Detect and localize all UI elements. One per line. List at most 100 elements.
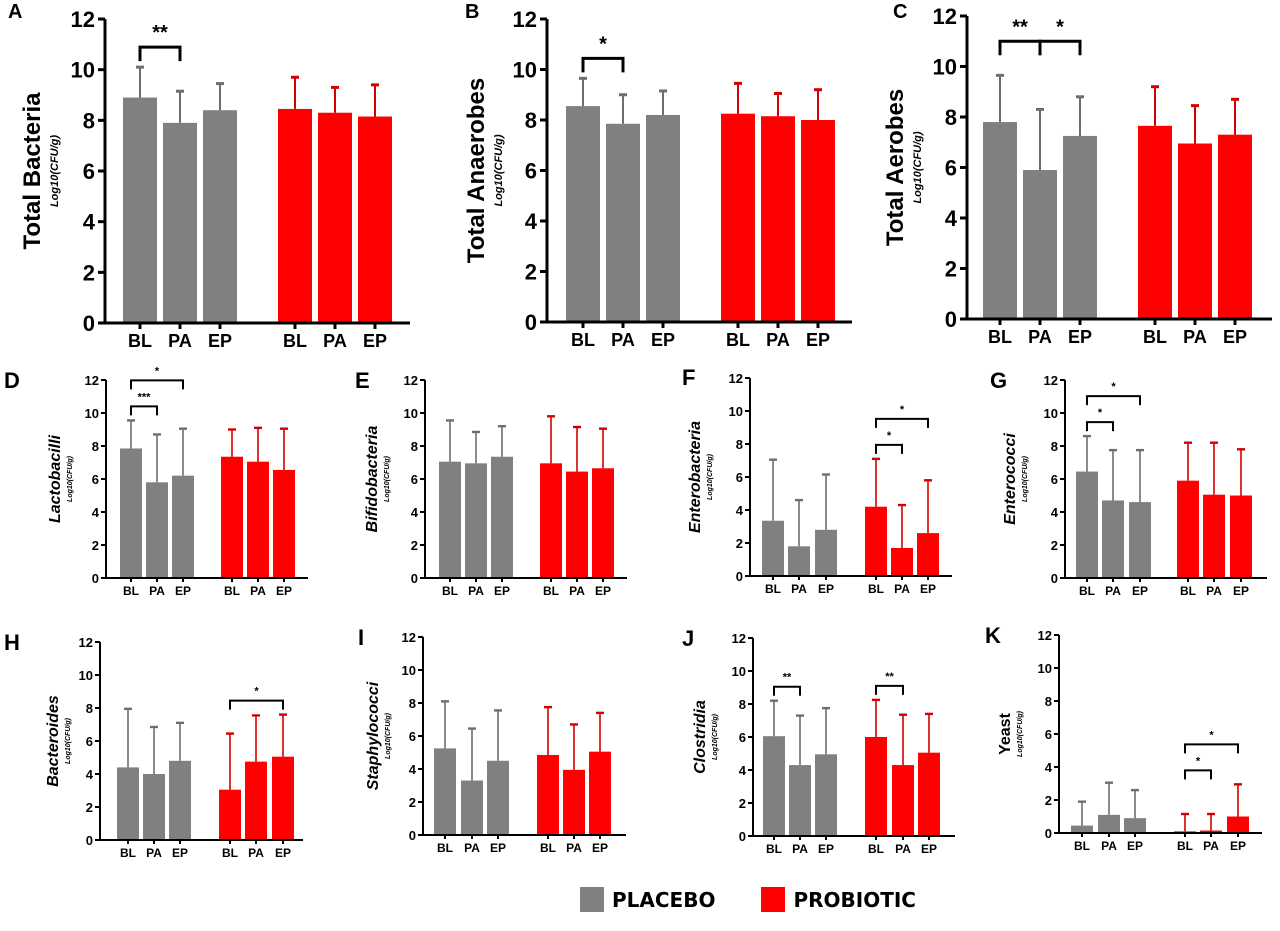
significance-label-G-1: *: [1111, 381, 1116, 393]
bar-D-probiotic-ep: [273, 469, 295, 578]
bar-A-placebo-ep: [203, 110, 237, 323]
x-tick-label-C-ep-2: EP: [1068, 327, 1092, 347]
y-tick-label-C-4: 4: [945, 206, 958, 231]
x-tick-label-J-pa-4: PA: [895, 842, 911, 856]
legend-swatch-probiotic: [761, 887, 786, 912]
bar-H-placebo-pa: [143, 774, 165, 840]
x-tick-label-B-bl-3: BL: [726, 330, 750, 350]
bar-K-placebo-ep: [1124, 818, 1146, 833]
bar-J-placebo-ep: [815, 754, 837, 836]
bar-I-probiotic-bl: [537, 754, 559, 835]
y-tick-label-F-2: 2: [736, 536, 743, 551]
bar-F-placebo-bl: [762, 520, 784, 576]
significance-label-K-1: *: [1209, 729, 1214, 741]
x-tick-label-D-pa-4: PA: [250, 584, 266, 598]
y-tick-label-H-10: 10: [79, 668, 93, 683]
bar-J-probiotic-bl: [865, 737, 887, 836]
significance-label-C-1: *: [1056, 16, 1064, 38]
y-tick-label-K-10: 10: [1038, 661, 1052, 676]
y-tick-label-K-12: 12: [1038, 628, 1052, 643]
y-tick-label-D-8: 8: [92, 439, 99, 454]
y-tick-label-H-0: 0: [86, 833, 93, 848]
x-tick-label-D-pa-1: PA: [149, 584, 165, 598]
panel-label-I: I: [358, 625, 364, 650]
bar-B-placebo-bl: [566, 106, 600, 322]
panel-label-E: E: [355, 368, 370, 393]
y-axis-title-A: Total Bacteria: [19, 92, 46, 250]
x-tick-label-I-ep-2: EP: [490, 841, 506, 855]
bar-E-placebo-pa: [465, 463, 487, 578]
y-tick-label-C-0: 0: [945, 307, 957, 332]
bar-I-placebo-pa: [461, 780, 483, 835]
x-tick-label-F-bl-3: BL: [868, 582, 884, 596]
y-axis-title-D: Lactobacilli: [47, 434, 64, 523]
bar-A-probiotic-bl: [278, 108, 312, 323]
x-tick-label-H-pa-1: PA: [146, 846, 162, 860]
legend-label-placebo: PLACEBO: [612, 887, 716, 912]
bar-F-placebo-ep: [815, 529, 837, 576]
bar-I-probiotic-pa: [563, 769, 585, 835]
y-tick-label-B-6: 6: [525, 159, 537, 184]
bar-J-probiotic-ep: [918, 752, 940, 836]
y-tick-label-I-4: 4: [409, 762, 417, 777]
y-tick-label-B-10: 10: [513, 58, 537, 83]
x-tick-label-D-bl-0: BL: [123, 584, 139, 598]
y-tick-label-D-0: 0: [92, 571, 99, 586]
significance-bracket-H-0: [229, 699, 284, 710]
bar-A-placebo-bl: [123, 97, 157, 324]
y-tick-label-G-4: 4: [1051, 505, 1059, 520]
y-tick-label-K-0: 0: [1045, 826, 1052, 841]
significance-label-F-0: *: [887, 430, 892, 442]
y-tick-label-C-6: 6: [945, 156, 957, 181]
x-tick-label-E-pa-1: PA: [468, 584, 484, 598]
x-tick-label-I-pa-1: PA: [464, 841, 480, 855]
x-tick-label-G-ep-2: EP: [1132, 584, 1148, 598]
panel-label-B: B: [465, 1, 479, 23]
y-tick-label-E-6: 6: [411, 472, 418, 487]
y-tick-label-A-10: 10: [71, 58, 95, 83]
bar-E-probiotic-ep: [592, 468, 614, 578]
y-axis-title-H: Bacteroides: [45, 695, 62, 787]
significance-bracket-F-1: [875, 417, 929, 428]
legend: PLACEBO PROBIOTIC: [580, 887, 954, 912]
significance-label-A-0: **: [152, 22, 168, 44]
bar-C-placebo-ep: [1063, 135, 1097, 319]
y-tick-label-H-12: 12: [79, 635, 93, 650]
significance-bracket-G-0: [1086, 421, 1114, 432]
significance-label-D-1: *: [155, 365, 160, 377]
bar-B-probiotic-ep: [801, 120, 835, 322]
y-tick-label-J-0: 0: [739, 829, 746, 844]
x-tick-label-J-ep-2: EP: [818, 842, 834, 856]
significance-label-J-1: **: [885, 671, 894, 683]
legend-label-probiotic: PROBIOTIC: [793, 887, 916, 912]
bar-K-probiotic-pa: [1200, 830, 1222, 833]
x-tick-label-G-ep-5: EP: [1233, 584, 1249, 598]
bar-E-placebo-bl: [439, 461, 461, 578]
y-tick-label-A-2: 2: [83, 260, 95, 285]
y-tick-label-G-0: 0: [1051, 571, 1058, 586]
y-tick-label-C-8: 8: [945, 105, 957, 130]
x-tick-label-F-ep-5: EP: [920, 582, 936, 596]
y-axis-subtitle-C: Log10(CFU/g): [912, 131, 924, 203]
panel-label-C: C: [893, 1, 907, 23]
significance-bracket-C-0: [998, 39, 1042, 56]
y-tick-label-I-12: 12: [402, 630, 416, 645]
y-tick-label-B-2: 2: [525, 260, 537, 285]
bar-G-probiotic-ep: [1230, 495, 1252, 578]
y-tick-label-F-4: 4: [736, 503, 744, 518]
y-tick-label-A-12: 12: [71, 7, 95, 32]
bar-G-probiotic-bl: [1177, 480, 1199, 578]
y-axis-subtitle-H: Log10(CFU/g): [65, 717, 72, 764]
bar-B-probiotic-pa: [761, 116, 795, 323]
x-tick-label-A-pa-1: PA: [168, 331, 192, 351]
x-tick-label-B-pa-1: PA: [611, 330, 635, 350]
y-tick-label-J-4: 4: [739, 763, 747, 778]
panel-label-F: F: [682, 365, 695, 390]
x-tick-label-H-bl-0: BL: [120, 846, 136, 860]
bar-C-placebo-pa: [1023, 170, 1057, 319]
bar-B-placebo-ep: [646, 114, 680, 322]
y-tick-label-F-0: 0: [736, 569, 743, 584]
bar-H-placebo-ep: [169, 760, 191, 840]
bar-G-placebo-bl: [1076, 471, 1098, 578]
bar-D-placebo-bl: [120, 448, 142, 578]
